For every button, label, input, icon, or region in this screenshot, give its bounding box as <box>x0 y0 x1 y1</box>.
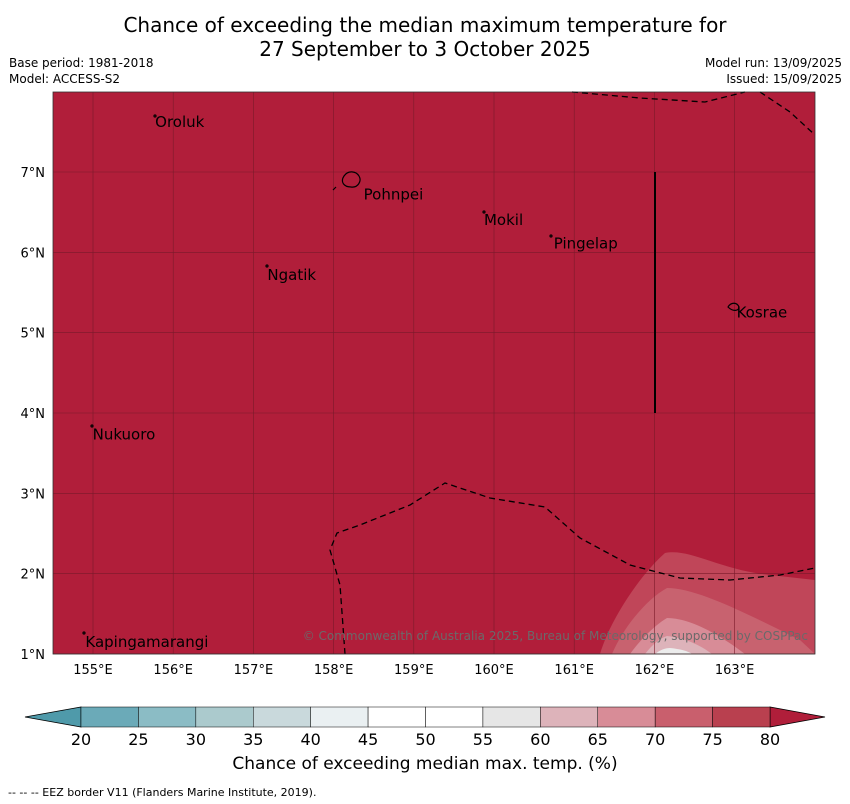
island-oroluk <box>153 114 157 118</box>
place-label: Kosrae <box>737 304 788 322</box>
lat-tick-label: 5°N <box>21 327 46 342</box>
colorbar-tick-label: 70 <box>645 730 665 749</box>
colorbar-segment <box>597 706 656 728</box>
colorbar-tick-label: 20 <box>71 730 91 749</box>
lon-tick-label: 163°E <box>715 663 755 678</box>
colorbar-tick-label: 75 <box>702 730 722 749</box>
colorbar-segment <box>425 706 484 728</box>
place-label: Ngatik <box>267 266 316 284</box>
colorbar-tick-label: 55 <box>473 730 493 749</box>
map-frame <box>52 91 816 655</box>
map-title-line-2: 27 September to 3 October 2025 <box>259 37 591 61</box>
model-info: Base period: 1981-2018 Model: ACCESS-S2 <box>9 55 154 87</box>
lon-tick-label: 159°E <box>394 663 434 678</box>
island-pohnpei-islet <box>332 186 337 191</box>
lon-tick-label: 160°E <box>474 663 514 678</box>
place-label: Nukuoro <box>93 426 156 444</box>
island-mokil <box>482 210 486 214</box>
base-period: Base period: 1981-2018 <box>9 56 154 70</box>
place-label: Mokil <box>484 211 523 229</box>
islands <box>82 114 740 635</box>
colorbar-segment <box>195 706 254 728</box>
colorbar-over-arrow <box>769 706 826 728</box>
colorbar-label: Chance of exceeding median max. temp. (%… <box>232 754 618 774</box>
model-run: Model run: 13/09/2025 <box>704 56 842 70</box>
lon-tick-label: 162°E <box>635 663 675 678</box>
colorbar-segment <box>138 706 197 728</box>
eez-border-northeast <box>759 91 816 136</box>
lat-tick-label: 4°N <box>21 407 46 422</box>
colorbar-segment <box>310 706 369 728</box>
colorbar-tick-label: 80 <box>760 730 780 749</box>
lat-tick-label: 6°N <box>21 246 46 261</box>
colorbar-segment <box>540 706 598 728</box>
lat-tick-label: 2°N <box>21 568 46 583</box>
place-label: Pingelap <box>554 234 618 252</box>
lon-tick-label: 156°E <box>153 663 193 678</box>
colorbar-under-arrow <box>24 706 82 728</box>
eez-border-south <box>329 482 816 655</box>
colorbar-tick-label: 25 <box>128 730 148 749</box>
colorbar-segment <box>482 706 541 728</box>
colorbar-segment <box>367 706 426 728</box>
place-label: Pohnpei <box>364 185 424 203</box>
axis-labels: 155°E 156°E 157°E 158°E 159°E 160°E 161°E 162°E… <box>21 166 755 678</box>
island-nukuoro <box>90 424 94 428</box>
island-pingelap <box>549 234 553 238</box>
map-title-line-1: Chance of exceeding the median maximum t… <box>123 13 727 37</box>
lon-tick-label: 161°E <box>554 663 594 678</box>
eez-footnote: -- -- -- EEZ border V11 (Flanders Marine… <box>8 786 317 799</box>
eez-borders <box>329 91 816 655</box>
lat-tick-label: 1°N <box>21 648 46 663</box>
colorbar-tick-label: 30 <box>186 730 206 749</box>
probability-contours <box>600 552 815 654</box>
colorbar-tick-label: 35 <box>243 730 263 749</box>
colorbar-tick-label: 50 <box>415 730 435 749</box>
lon-tick-label: 158°E <box>314 663 354 678</box>
lat-tick-label: 7°N <box>21 166 46 181</box>
run-info: Model run: 13/09/2025 Issued: 15/09/2025 <box>705 55 842 87</box>
colorbar-tick-label: 45 <box>358 730 378 749</box>
lon-tick-label: 155°E <box>73 663 113 678</box>
colorbar-segment <box>253 706 311 728</box>
colorbar-tick-label: 40 <box>300 730 320 749</box>
lon-tick-label: 157°E <box>234 663 274 678</box>
island-ngatik <box>265 264 269 268</box>
place-label: Kapingamarangi <box>85 633 208 651</box>
copyright-notice: © Commonwealth of Australia 2025, Bureau… <box>303 629 808 643</box>
place-label: Oroluk <box>155 113 204 131</box>
colorbar: 20 25 30 35 40 45 50 55 60 65 70 75 80 <box>24 706 826 749</box>
colorbar-segment <box>654 706 713 728</box>
island-pohnpei <box>341 171 361 188</box>
colorbar-segment <box>712 706 771 728</box>
colorbar-segment <box>80 706 139 728</box>
model-name: Model: ACCESS-S2 <box>9 72 121 86</box>
colorbar-tick-label: 65 <box>588 730 608 749</box>
contour-55 <box>655 648 692 654</box>
issued-date: Issued: 15/09/2025 <box>726 72 842 86</box>
place-labels: Oroluk Pohnpei Mokil Pingelap Ngatik Kosrae Nu… <box>85 113 787 651</box>
island-kapingamarangi <box>82 631 86 635</box>
eez-border-north <box>571 91 746 103</box>
colorbar-tick-label: 60 <box>530 730 550 749</box>
island-kosrae <box>727 302 740 311</box>
contour-60 <box>645 636 712 654</box>
lat-tick-label: 3°N <box>21 487 46 502</box>
